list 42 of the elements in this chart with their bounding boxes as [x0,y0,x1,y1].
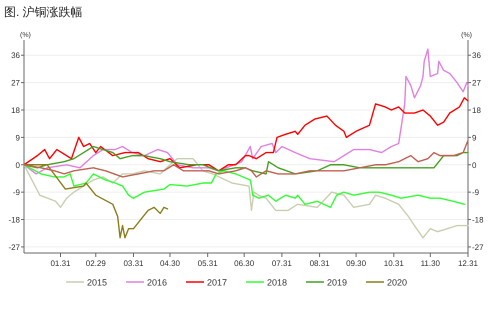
y-tick-label: 27 [11,78,21,88]
line-series [23,146,469,175]
y2-tick-label: -27 [472,242,484,252]
line-series [23,140,469,178]
line-series [23,164,466,208]
x-tick-label: 11.30 [420,259,441,268]
x-tick-label: 04.30 [160,259,181,268]
x-tick-label: 10.31 [384,259,404,268]
line-series [23,164,168,238]
legend-label: 2018 [267,278,288,288]
y-tick-label: 9 [16,133,21,142]
y2-tick-label: 27 [472,78,482,88]
x-tick-label: 01.31 [50,259,72,268]
y2-tick-label: 0 [472,160,477,170]
y2-tick-label: -18 [472,216,484,225]
y2-tick-label: -9 [472,188,480,198]
y-tick-label: 18 [11,106,21,115]
line-series [23,158,469,238]
legend-label: 2015 [87,278,108,288]
y2-tick-label: 18 [472,106,482,115]
line-series [23,97,469,172]
x-tick-label: 12.31 [458,259,479,268]
x-tick-label: 08.31 [310,259,330,268]
y2-tick-label: 9 [472,133,477,142]
y-tick-label: -18 [8,216,21,225]
legend-label: 2016 [147,278,168,288]
y2-tick-label: 36 [472,51,482,60]
line-series [23,48,469,175]
x-tick-label: 03.31 [123,259,144,268]
legend-label: 2017 [207,278,228,288]
chart-title: 图. 沪铜涨跌幅 [4,5,83,19]
y-tick-label: 36 [11,51,21,60]
legend-label: 2019 [327,278,348,288]
x-tick-label: 06.30 [234,259,255,268]
x-tick-label: 05.31 [198,259,218,268]
x-tick-label: 07.31 [272,259,292,268]
y-tick-label: 0 [16,160,21,170]
x-tick-label: 02.29 [86,259,106,268]
x-tick-label: 09.30 [346,259,367,268]
y-tick-label: -9 [12,188,21,198]
legend-label: 2020 [387,278,408,288]
y-tick-label: -27 [8,242,21,252]
